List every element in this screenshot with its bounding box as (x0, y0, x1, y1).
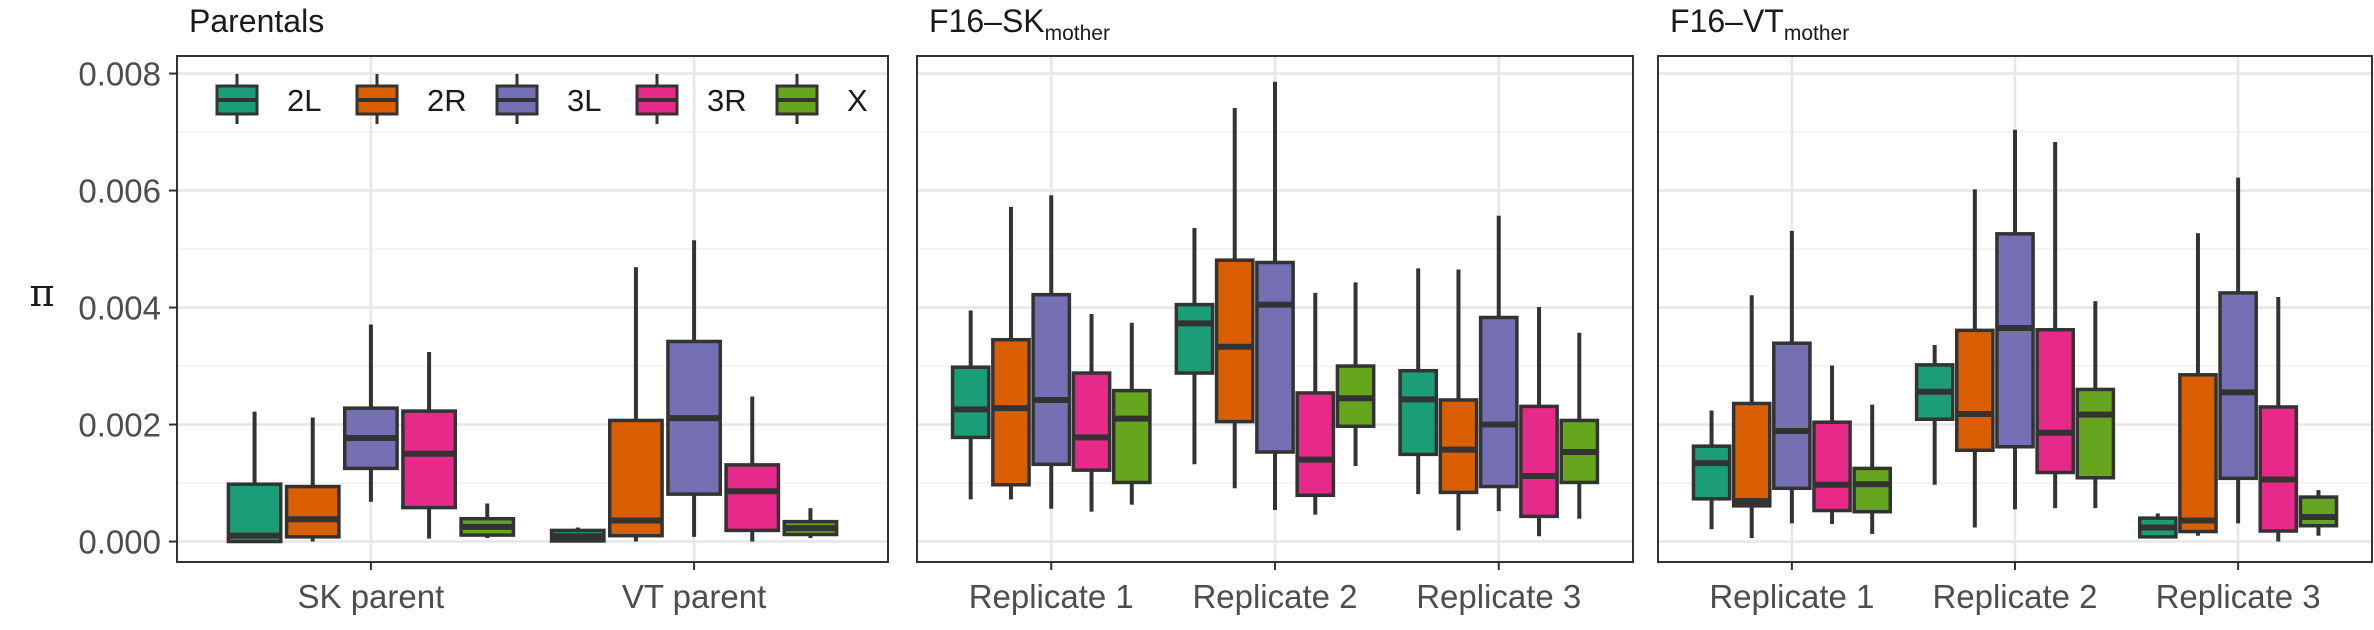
box-body (1111, 388, 1152, 485)
y-tick-label: 0.002 (78, 407, 161, 444)
box-body (1214, 258, 1255, 424)
y-tick-label: 0.006 (78, 173, 161, 210)
box-body (1852, 466, 1893, 514)
box-body (1955, 328, 1995, 453)
panel-border (176, 55, 889, 563)
box-body (1691, 444, 1732, 501)
box-body (1995, 232, 2035, 449)
box-body (607, 418, 664, 538)
panel-title: F16–VTmother (1670, 3, 1849, 45)
y-tick-label: 0.000 (78, 524, 161, 561)
box-body (1478, 315, 1519, 489)
x-tick-label: Replicate 3 (2156, 578, 2321, 615)
box-body (1295, 391, 1336, 498)
y-tick-label: 0.008 (78, 56, 161, 93)
box-body (1772, 341, 1812, 491)
panel-title: F16–SKmother (929, 3, 1110, 45)
box-body (1812, 420, 1852, 513)
box-body (1255, 260, 1295, 454)
legend-label-3l: 3L (567, 83, 601, 118)
box-body (1031, 292, 1072, 467)
box-body (2035, 328, 2075, 475)
box-body (2258, 405, 2299, 533)
box-body (1174, 302, 1215, 375)
legend-label-3r: 3R (707, 83, 747, 118)
legend-label-2l: 2L (287, 83, 321, 118)
y-axis-title: π (30, 271, 55, 315)
x-tick-label: VT parent (622, 578, 766, 615)
x-tick-label: Replicate 2 (1932, 578, 2097, 615)
y-tick-label: 0.004 (78, 290, 161, 327)
box-body (2218, 291, 2258, 481)
panel-title: Parentals (189, 3, 324, 39)
box-body (1731, 401, 1772, 508)
box-body (284, 484, 341, 539)
box-body (226, 482, 283, 544)
x-tick-label: Replicate 3 (1416, 578, 1581, 615)
box-body (2178, 373, 2218, 534)
box-body (2298, 495, 2339, 528)
box-body (2075, 387, 2116, 480)
box-body (401, 409, 458, 510)
box-body (1519, 404, 1559, 519)
box-body (1438, 398, 1479, 495)
legend-label-x: X (847, 83, 868, 118)
box-body (724, 463, 781, 533)
box-body (1398, 368, 1439, 457)
box-body (950, 365, 991, 440)
box-body (1071, 371, 1112, 472)
x-tick-label: SK parent (298, 578, 445, 615)
legend-label-2r: 2R (427, 83, 467, 118)
x-tick-label: Replicate 1 (1709, 578, 1874, 615)
x-tick-label: Replicate 1 (969, 578, 1134, 615)
x-tick-label: Replicate 2 (1192, 578, 1357, 615)
box-body (991, 337, 1031, 487)
